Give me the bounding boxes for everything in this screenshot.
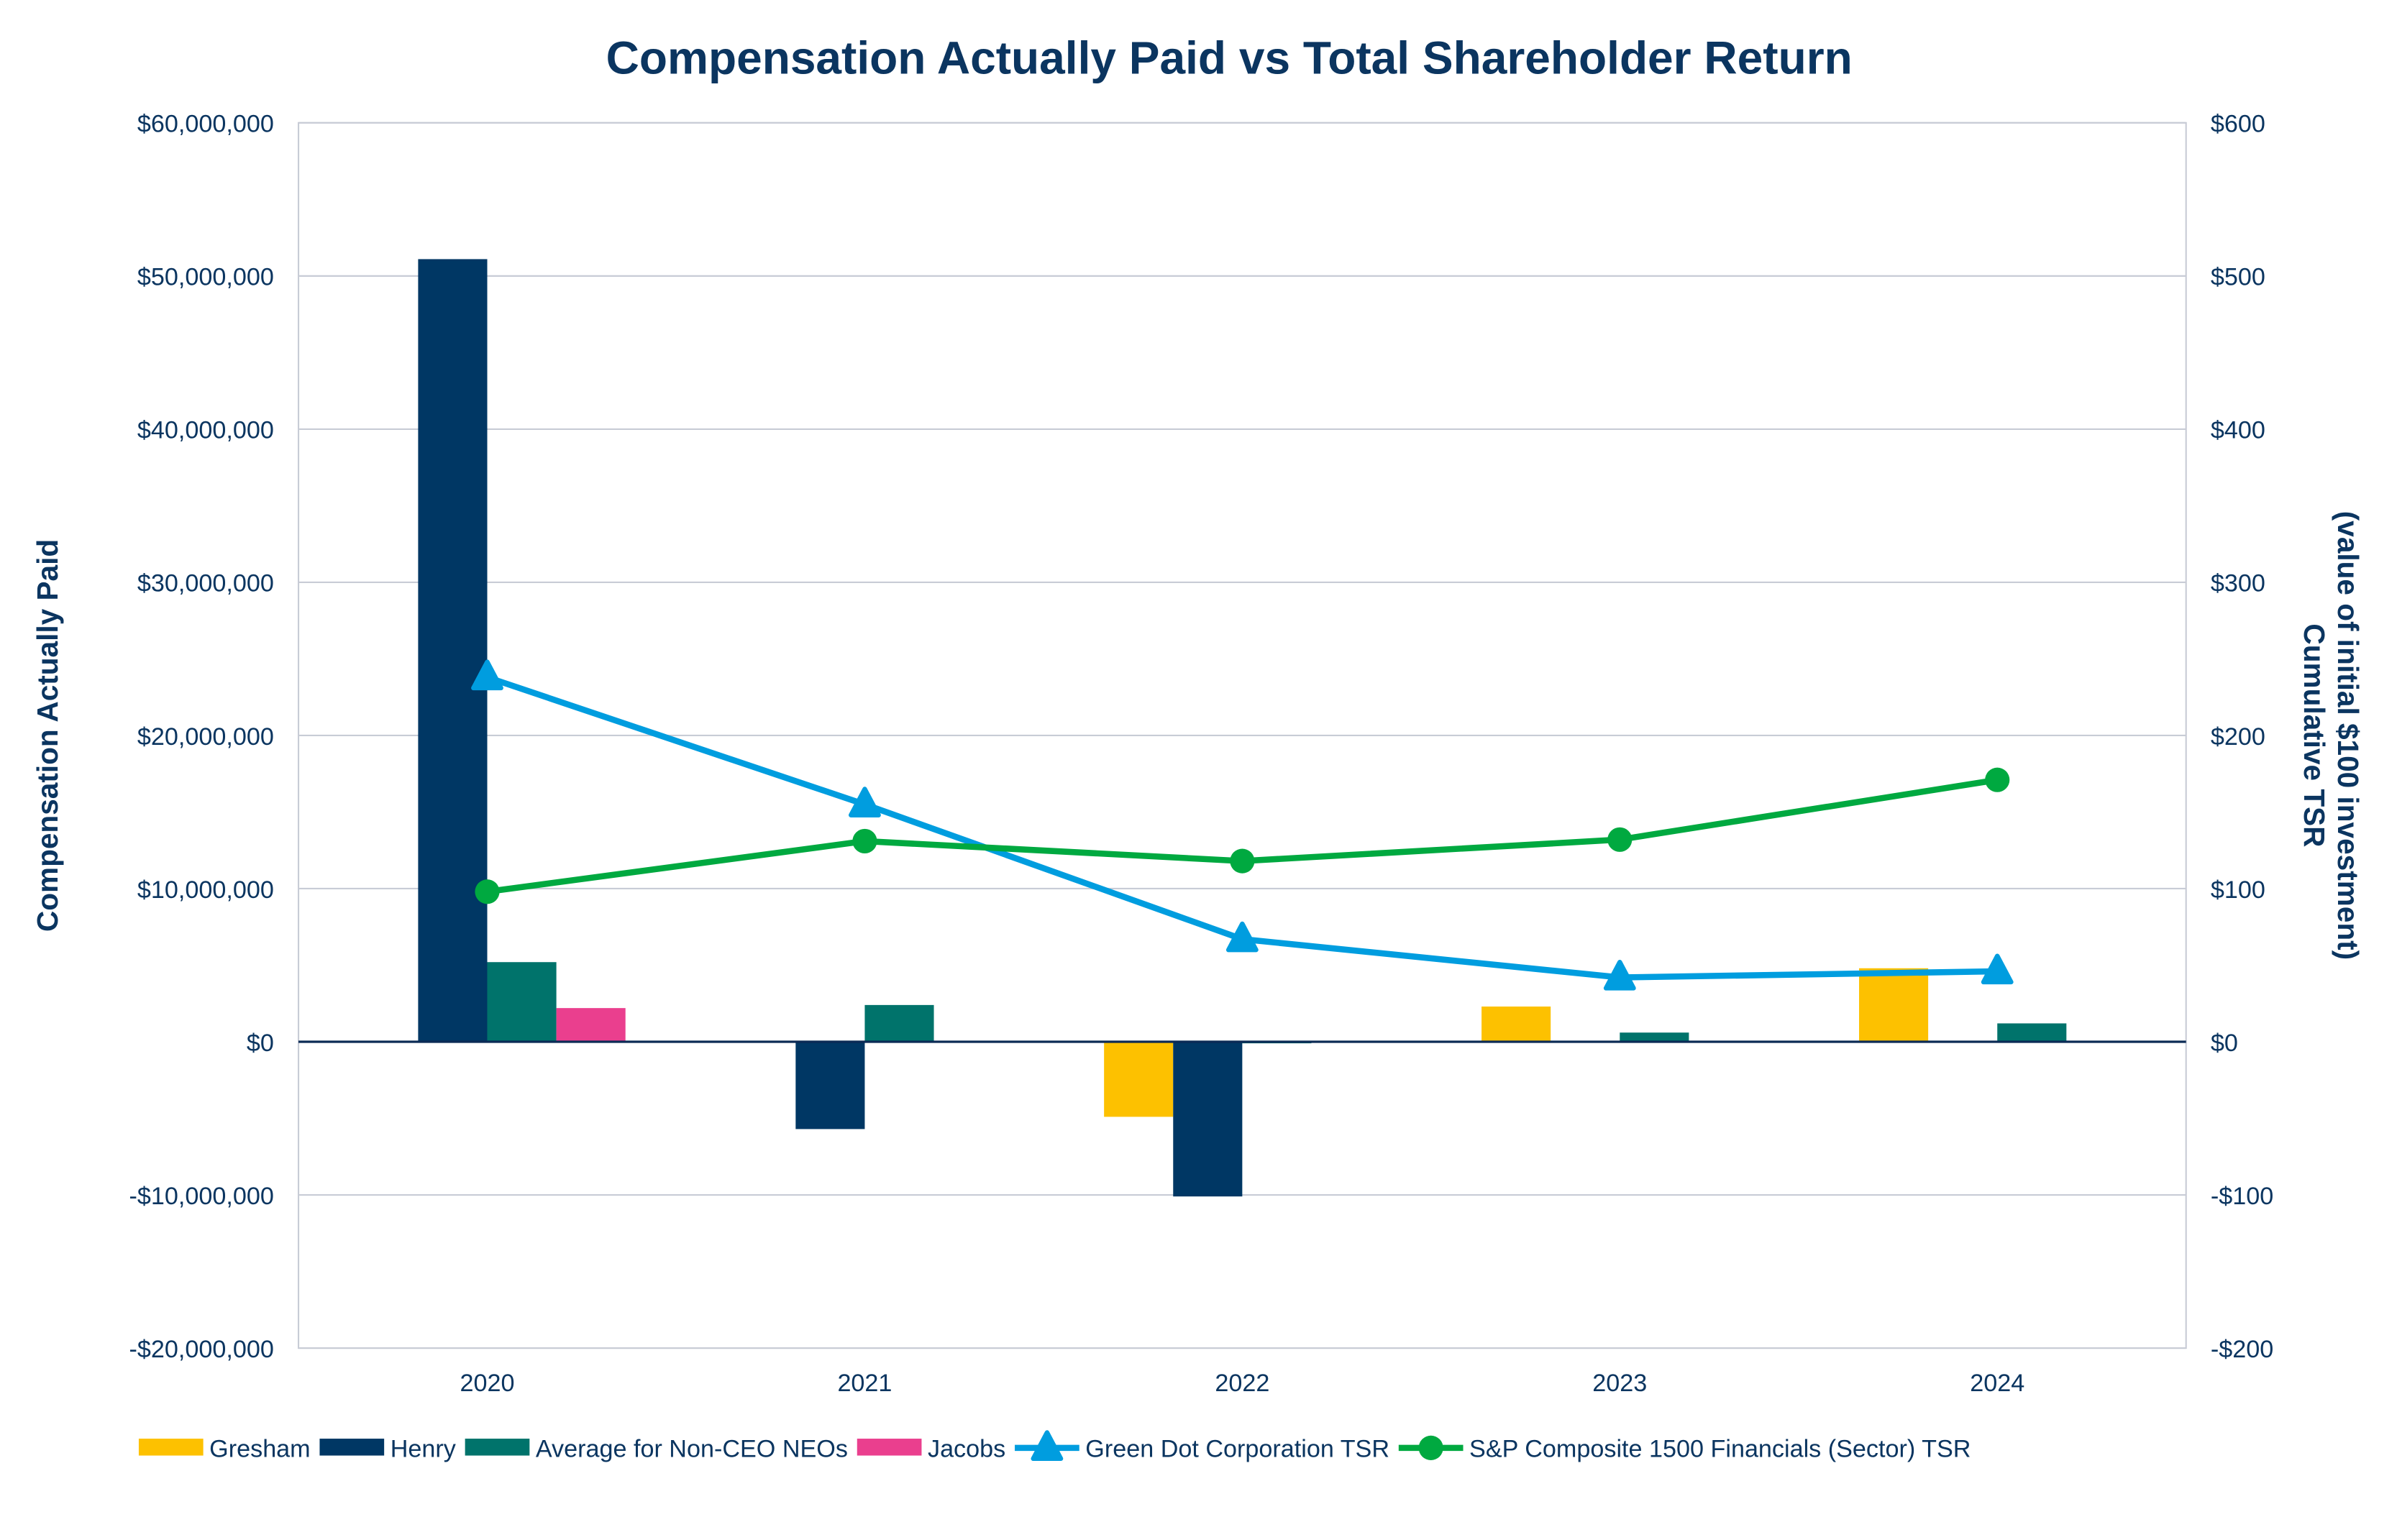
y2-tick-label: $100	[2211, 876, 2265, 904]
legend-swatch	[138, 1439, 204, 1456]
legend-label: S&P Composite 1500 Financials (Sector) T…	[1469, 1436, 1971, 1463]
chart-title: Compensation Actually Paid vs Total Shar…	[606, 32, 1853, 84]
y-tick-label: $10,000,000	[137, 876, 274, 904]
y-tick-label: $50,000,000	[137, 264, 274, 291]
legend-swatch	[857, 1439, 922, 1456]
y-tick-label: -$20,000,000	[129, 1336, 274, 1363]
y2-tick-label: -$100	[2211, 1183, 2273, 1210]
y2-axis-label-line2: (value of initial $100 investment)	[2332, 511, 2365, 960]
x-tick-label: 2021	[837, 1370, 892, 1397]
point-s-p-composite-1500-financials-sector-tsr	[852, 828, 877, 854]
y-tick-label: $20,000,000	[137, 723, 274, 751]
legend-marker	[1418, 1435, 1443, 1460]
y-tick-label: $30,000,000	[137, 570, 274, 597]
point-s-p-composite-1500-financials-sector-tsr	[1985, 767, 2010, 792]
y2-tick-label: $300	[2211, 570, 2265, 597]
x-tick-label: 2020	[460, 1370, 515, 1397]
bar-gresham	[1104, 1042, 1174, 1117]
point-green-dot-corporation-tsr	[1981, 953, 2014, 985]
tick-labels: $60,000,000 $600 $50,000,000 $500 $40,000,00…	[129, 111, 2274, 1397]
bar-average-for-non-ceo-neos	[864, 1004, 934, 1042]
y2-axis-label-line1: Cumulative TSR	[2298, 623, 2331, 847]
bar-average-for-non-ceo-neos	[1997, 1023, 2067, 1042]
point-green-dot-corporation-tsr	[1225, 921, 1259, 953]
legend-label: Gresham	[209, 1436, 310, 1463]
line-s-p-composite-1500-financials-sector-tsr	[486, 776, 1998, 895]
bar-average-for-non-ceo-neos	[1620, 1032, 1689, 1042]
x-tick-label: 2022	[1215, 1370, 1269, 1397]
y2-tick-label: $600	[2211, 111, 2265, 138]
y2-tick-label: $200	[2211, 723, 2265, 751]
point-s-p-composite-1500-financials-sector-tsr	[1230, 848, 1255, 874]
point-green-dot-corporation-tsr	[1603, 959, 1636, 991]
bar-henry	[418, 259, 488, 1042]
y2-tick-label: $500	[2211, 264, 2265, 291]
y-tick-label: $0	[247, 1030, 274, 1057]
y-tick-label: $60,000,000	[137, 111, 274, 138]
bar-henry	[795, 1042, 865, 1129]
x-tick-label: 2023	[1592, 1370, 1647, 1397]
legend: Gresham Henry Average for Non-CEO NEOs Jaco…	[138, 1430, 1971, 1463]
bar-jacobs	[556, 1008, 626, 1042]
y2-tick-label: $0	[2211, 1030, 2238, 1057]
point-s-p-composite-1500-financials-sector-tsr	[475, 879, 500, 904]
legend-label: Henry	[391, 1436, 457, 1463]
lines	[471, 659, 2014, 991]
bar-henry	[1173, 1042, 1243, 1197]
y2-tick-label: -$200	[2211, 1336, 2273, 1363]
bar-gresham	[1481, 1007, 1551, 1042]
legend-label: Jacobs	[928, 1436, 1005, 1463]
y-tick-label: $40,000,000	[137, 417, 274, 444]
y2-tick-label: $400	[2211, 417, 2265, 444]
bar-average-for-non-ceo-neos	[487, 962, 557, 1042]
y-tick-label: -$10,000,000	[129, 1183, 274, 1210]
legend-label: Average for Non-CEO NEOs	[536, 1436, 848, 1463]
point-green-dot-corporation-tsr	[849, 787, 881, 817]
point-s-p-composite-1500-financials-sector-tsr	[1607, 827, 1633, 852]
legend-marker	[1031, 1430, 1064, 1462]
legend-swatch	[319, 1439, 385, 1456]
legend-label: Green Dot Corporation TSR	[1085, 1436, 1389, 1463]
legend-swatch	[465, 1439, 530, 1456]
gridlines	[297, 122, 2187, 1349]
y-axis-label: Compensation Actually Paid	[31, 539, 64, 932]
bar-gresham	[1859, 968, 1929, 1042]
bars	[298, 259, 2186, 1197]
x-tick-label: 2024	[1970, 1370, 2024, 1397]
point-green-dot-corporation-tsr	[471, 659, 503, 691]
